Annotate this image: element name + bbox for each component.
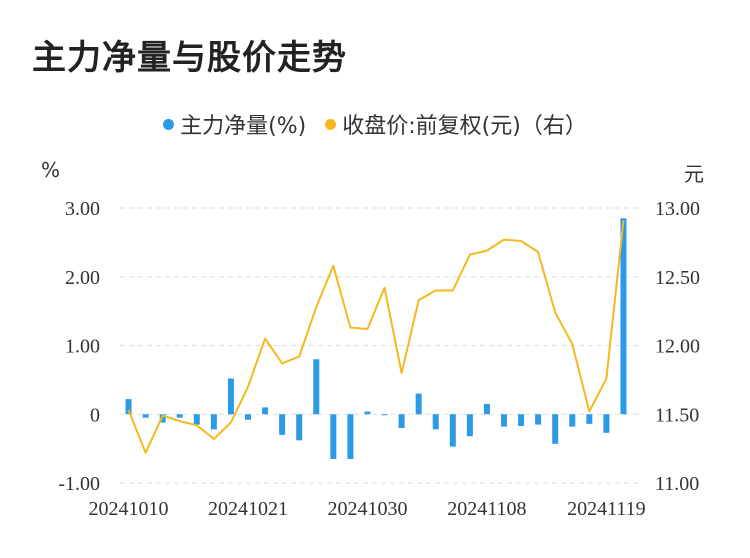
net-flow-bar [415,393,422,415]
net-flow-bar [432,414,439,430]
net-flow-bar [125,399,132,415]
x-axis-tick-label: 20241030 [327,498,407,520]
net-flow-bar [364,411,371,415]
net-flow-bar [620,218,627,415]
net-flow-bar [569,414,576,427]
net-flow-bar [296,414,303,441]
net-flow-bar [279,414,286,435]
chart-title: 主力净量与股价走势 [32,38,347,78]
net-flow-bar [466,414,473,437]
left-axis-tick-label: -1.00 [58,473,100,495]
x-axis-tick-label: 20241119 [567,498,646,520]
net-flow-bar [176,414,183,418]
net-flow-bar [449,414,456,447]
right-axis-unit: 元 [684,162,704,186]
x-axis-tick-label: 20241108 [447,498,526,520]
net-flow-bar [159,414,166,423]
x-axis-tick-label: 20241010 [89,498,169,520]
net-flow-bar [518,414,525,426]
net-flow-bar [210,414,217,430]
net-flow-bar [398,414,405,428]
net-flow-bar [142,414,149,418]
net-flow-bar [193,414,200,425]
left-axis-tick-label: 0 [90,404,100,426]
net-flow-bar [552,414,559,444]
net-flow-bar [330,414,337,459]
legend-item-close-price[interactable]: 收盘价:前复权(元)（右） [325,108,587,140]
net-flow-bar [586,414,593,424]
left-axis-tick-label: 3.00 [65,198,100,220]
right-axis-tick-label: 13.00 [655,198,700,220]
close-price-line [127,220,625,454]
net-flow-bar [313,359,320,415]
legend-label-close-price: 收盘价:前复权(元)（右） [342,114,587,139]
legend-bar-marker-icon [163,118,175,130]
net-flow-bar [262,407,269,415]
right-axis-tick-label: 12.50 [655,267,700,289]
legend-item-net-flow[interactable]: 主力净量(%) [163,108,306,140]
net-flow-bar [603,414,610,433]
right-axis-tick-label: 12.00 [655,336,700,358]
net-flow-bar [483,403,490,415]
left-axis-tick-label: 1.00 [65,336,100,358]
net-flow-bar [227,378,234,415]
net-flow-bar [245,414,251,420]
legend: 主力净量(%) 收盘价:前复权(元)（右） [0,108,750,140]
net-flow-bar [347,414,354,459]
net-flow-bar [501,414,507,427]
net-flow-bar [535,414,542,425]
legend-line-marker-icon [325,118,337,130]
right-axis-tick-label: 11.50 [655,404,699,426]
legend-label-net-flow: 主力净量(%) [180,114,307,139]
right-axis-tick-label: 11.00 [655,473,699,495]
net-flow-bar [381,414,388,416]
left-axis-unit: % [41,158,61,182]
x-axis-tick-label: 20241021 [208,498,288,520]
left-axis-tick-label: 2.00 [65,267,100,289]
